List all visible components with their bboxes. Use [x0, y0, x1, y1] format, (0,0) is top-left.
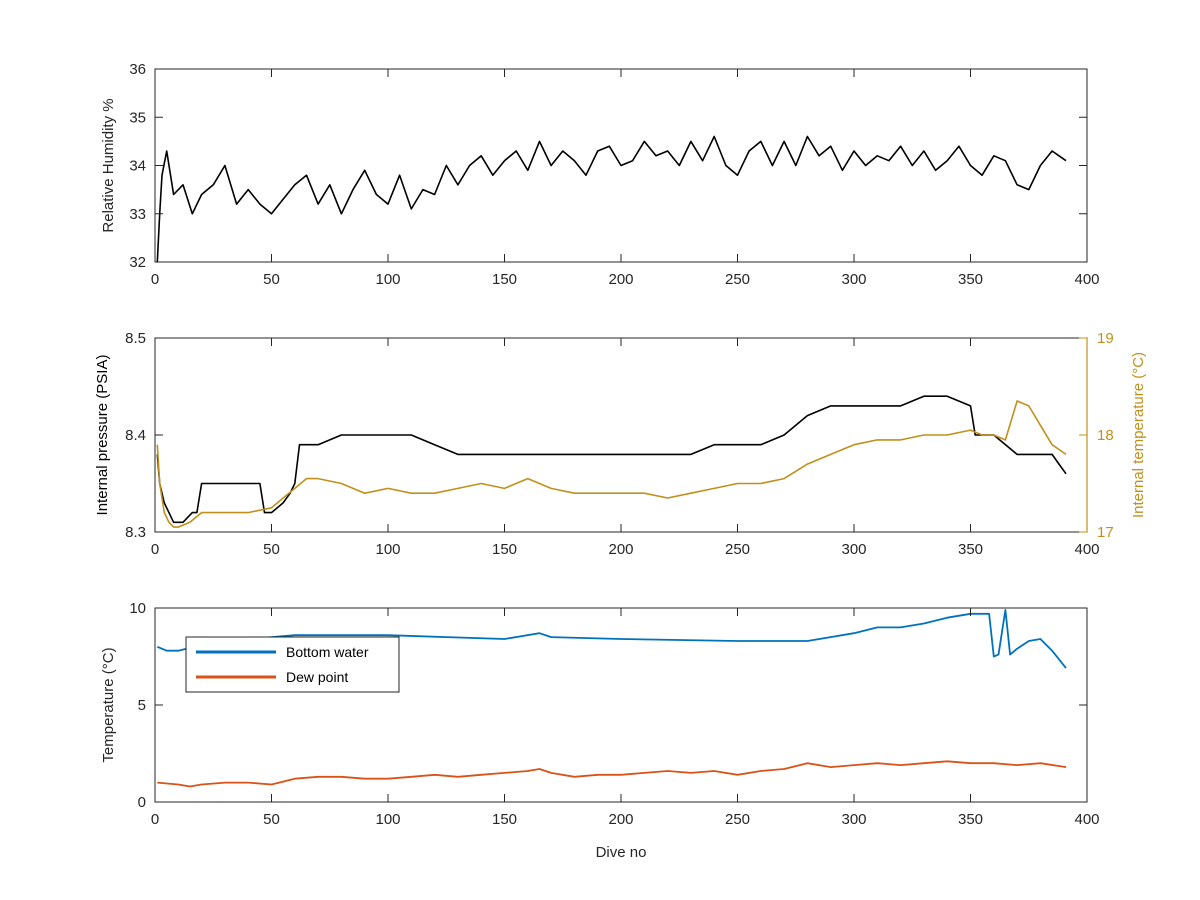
series-line-dew-point [157, 760, 1067, 788]
x-tick-label: 200 [608, 541, 633, 558]
legend-box [185, 636, 400, 693]
y-tick-label: 8.3 [125, 524, 146, 541]
series-line-series-0 [156, 135, 1067, 263]
x-tick-label: 200 [608, 271, 633, 288]
x-tick-label: 50 [263, 811, 280, 828]
y-axis-title: Relative Humidity % [100, 98, 117, 232]
x-tick-label: 400 [1074, 541, 1099, 558]
x-tick-label: 300 [841, 541, 866, 558]
x-tick-label: 200 [608, 811, 633, 828]
series-line-series-0 [156, 395, 1067, 524]
y-tick-label: 0 [138, 794, 146, 811]
humidity-plot: 0 50 100 150 200 250 300 350 400 32 33 34 35 36 Relati… [100, 61, 1100, 288]
x-tick-label: 100 [375, 811, 400, 828]
legend-label: Dew point [286, 669, 348, 685]
x-tick-label: 300 [841, 811, 866, 828]
x-tick-label: 350 [958, 271, 983, 288]
x-tick-label: 100 [375, 271, 400, 288]
temperature-plot: 0 50 100 150 200 250 300 350 400 0 5 10 Temperature … [100, 600, 1100, 861]
x-tick-label: 50 [263, 541, 280, 558]
series-line-series-1 [156, 400, 1067, 528]
x-axis-title: Dive no [596, 844, 647, 861]
y-tick-label-right: 17 [1097, 524, 1114, 541]
x-tick-label: 250 [725, 541, 750, 558]
x-tick-label: 150 [492, 541, 517, 558]
y-tick-label-right: 19 [1097, 330, 1114, 347]
x-tick-label: 300 [841, 271, 866, 288]
x-tick-label: 150 [492, 271, 517, 288]
x-tick-label: 350 [958, 811, 983, 828]
x-tick-label: 0 [151, 811, 159, 828]
y-tick-label: 36 [129, 61, 146, 78]
y-tick-label: 34 [129, 158, 146, 175]
y-tick-label: 35 [129, 109, 146, 126]
x-tick-label: 400 [1074, 271, 1099, 288]
y-axis-title: Internal pressure (PSIA) [94, 355, 111, 516]
y-tick-label: 32 [129, 254, 146, 271]
x-tick-label: 0 [151, 271, 159, 288]
x-tick-label: 100 [375, 541, 400, 558]
y-tick-label: 5 [138, 697, 146, 714]
x-tick-label: 0 [151, 541, 159, 558]
y-tick-label: 8.5 [125, 330, 146, 347]
legend: Bottom water Dew point [185, 636, 400, 693]
pressure-temperature-plot: 0 50 100 150 200 250 300 350 400 8.3 8.4 8.5 Interna… [94, 330, 1147, 558]
x-tick-label: 400 [1074, 811, 1099, 828]
x-tick-label: 50 [263, 271, 280, 288]
y-tick-label: 33 [129, 206, 146, 223]
x-tick-label: 250 [725, 811, 750, 828]
x-tick-label: 250 [725, 271, 750, 288]
x-tick-label: 150 [492, 811, 517, 828]
legend-label: Bottom water [286, 644, 369, 660]
y-axis-title: Temperature (°C) [100, 647, 117, 762]
y-axis-title-right: Internal temperature (°C) [1130, 352, 1147, 518]
y-tick-label: 10 [129, 600, 146, 617]
y-tick-label-right: 18 [1097, 427, 1114, 444]
y-tick-label: 8.4 [125, 427, 146, 444]
x-tick-label: 350 [958, 541, 983, 558]
